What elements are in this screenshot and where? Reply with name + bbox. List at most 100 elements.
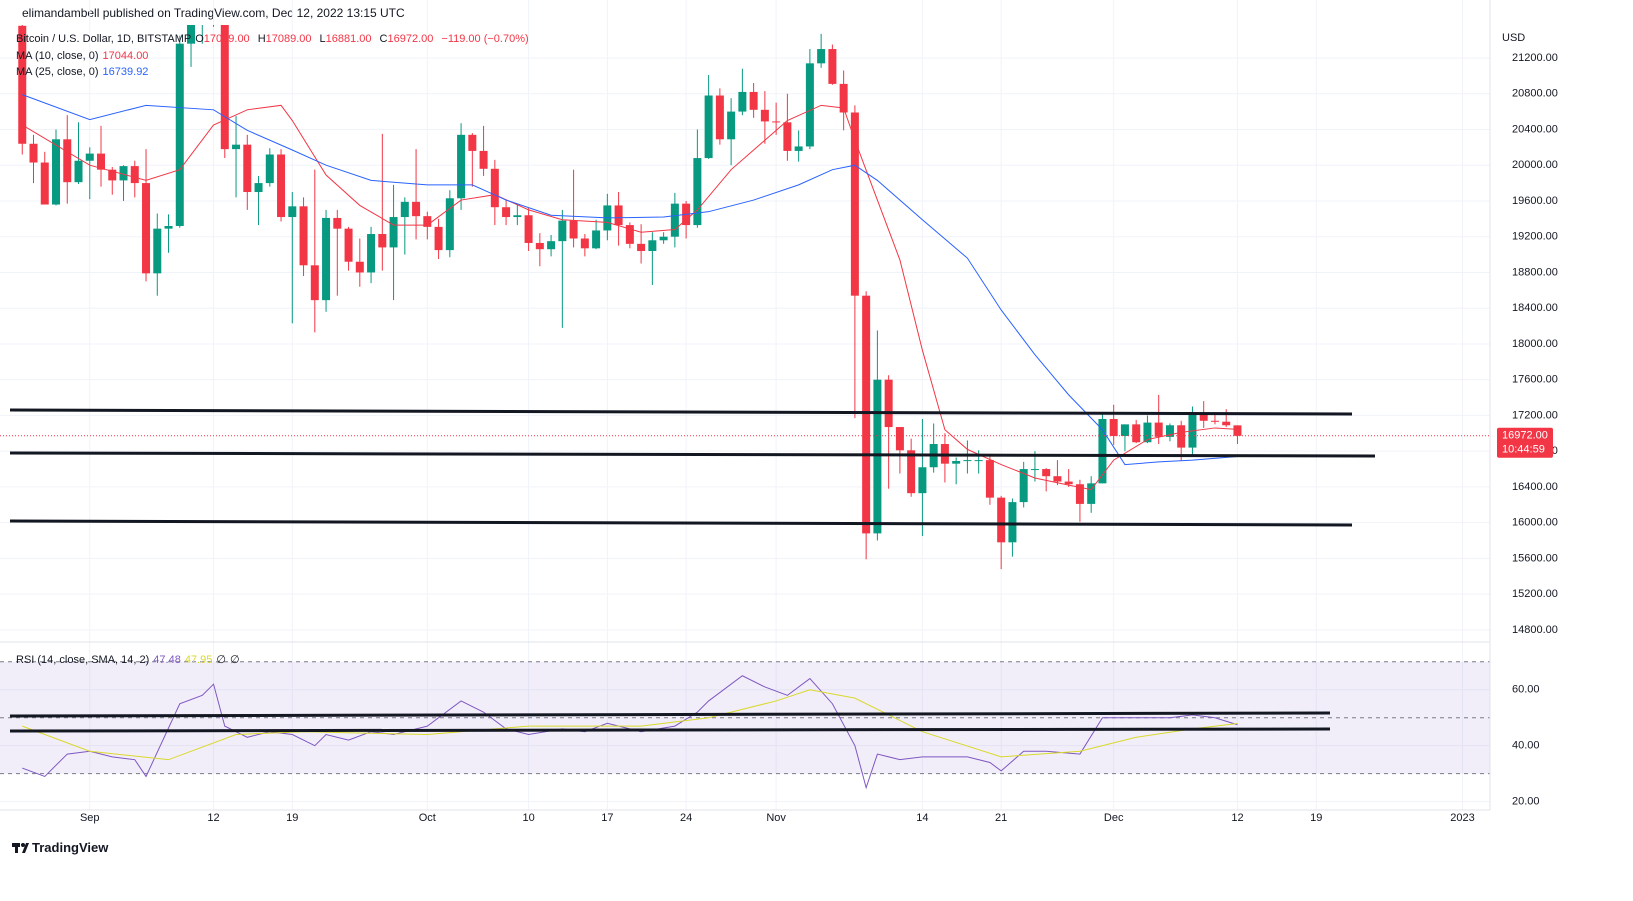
x-tick-label: Dec [1104, 812, 1124, 824]
candle-body [873, 379, 882, 534]
candle-body [119, 166, 128, 181]
candle-body [918, 467, 927, 494]
candle-body [142, 183, 151, 274]
candle-body [63, 139, 72, 183]
axis-label: USD [1502, 32, 1525, 44]
candle-body [479, 150, 488, 169]
candle-body [1143, 422, 1152, 443]
x-tick-label: 14 [916, 812, 928, 824]
candle-body [1109, 419, 1118, 436]
y-tick-label: 20800.00 [1512, 88, 1558, 100]
ohlc-value: 17089.00 [265, 33, 312, 45]
change: −119.00 (−0.70%) [441, 33, 529, 45]
candle-body [1233, 425, 1242, 436]
candle-body [29, 143, 38, 163]
trendlines [9, 408, 1376, 733]
candle-body [648, 240, 657, 252]
candle-body [198, 2, 206, 18]
candle-body [187, 25, 196, 44]
line [22, 689, 1238, 761]
candle-body [850, 112, 859, 296]
candle-body [738, 91, 747, 112]
trendline [9, 727, 1331, 733]
y-tick-label: 16400.00 [1512, 481, 1558, 493]
y-tick-label: 18800.00 [1512, 266, 1558, 278]
candle-body [344, 228, 353, 262]
candle-body [862, 295, 871, 534]
rsi-legend: RSI (14, close, SMA, 14, 2) 47.48 47.95 ∅ ∅ [16, 653, 244, 666]
candle-body [254, 183, 263, 193]
candle-body [1165, 425, 1174, 437]
candle-body [1098, 419, 1107, 484]
candle-body [423, 216, 432, 227]
axes: USD 14800.00 15200.00 15600.00 16000.00 16400… [80, 32, 1558, 824]
candle-body [412, 201, 421, 217]
candle-body [389, 217, 398, 248]
price-legend: Bitcoin / U.S. Dollar, 1D, BITSTAMP O1708… [16, 33, 533, 45]
candle-body [400, 201, 409, 218]
candle-body [367, 234, 376, 273]
ohlc-key: C [379, 33, 388, 45]
candle-body [1154, 422, 1163, 437]
candle-body [502, 207, 511, 218]
candle-body [1087, 483, 1096, 504]
candle-body [310, 265, 319, 301]
candle-body [805, 63, 814, 147]
x-tick-label: 19 [286, 812, 298, 824]
candle-body [907, 450, 916, 494]
y-tick-label: 18400.00 [1512, 302, 1558, 314]
x-tick-label: 10 [522, 812, 534, 824]
ma10-legend: MA (10, close, 0) 17044.00 [16, 50, 152, 62]
x-tick-label: 21 [995, 812, 1007, 824]
legend-extra: ∅ [229, 654, 240, 666]
trendline [9, 451, 1376, 458]
candle-body [1053, 476, 1062, 482]
candle-body [693, 158, 702, 226]
x-tick-label: 2023 [1450, 812, 1474, 824]
legend-entry: MA (25, close, 0) [16, 66, 99, 78]
y-tick-label: 19600.00 [1512, 195, 1558, 207]
candle-body [1064, 481, 1073, 485]
candle-body [1199, 412, 1208, 421]
candle-body [220, 25, 229, 150]
y-tick-label: 16000.00 [1512, 517, 1558, 529]
ohlc-value: 16972.00 [387, 33, 434, 45]
candle-body [1019, 469, 1028, 503]
candle-body [839, 83, 848, 113]
candle-body [299, 206, 308, 266]
y-tick-label: 15600.00 [1512, 552, 1558, 564]
ma25-legend: MA (25, close, 0) 16739.92 [16, 66, 152, 78]
candle-body [355, 261, 364, 273]
candle-body [659, 236, 668, 241]
y-tick-label: 17200.00 [1512, 409, 1558, 421]
y-tick-label: 40.00 [1512, 740, 1540, 752]
candle-body [895, 427, 904, 451]
legend-title: RSI (14, close, SMA, 14, 2) [16, 654, 150, 666]
candle-body [457, 134, 466, 199]
candle-body [1075, 484, 1084, 504]
trendline [9, 711, 1331, 718]
x-tick-label: 12 [207, 812, 219, 824]
candle-body [637, 243, 646, 252]
x-tick-label: 12 [1231, 812, 1243, 824]
x-tick-label: 24 [680, 812, 692, 824]
candle-body [1222, 421, 1231, 426]
legend-value: 47.95 [184, 654, 213, 666]
candle-body [749, 91, 758, 110]
y-tick-label: 17600.00 [1512, 374, 1558, 386]
line [22, 675, 1238, 790]
candle-body [614, 205, 623, 226]
candle-body [40, 162, 49, 205]
candle-body [783, 122, 792, 151]
candle-body [1177, 425, 1186, 448]
y-tick-label: 19200.00 [1512, 231, 1558, 243]
ohlc-key: O [195, 33, 204, 45]
x-tick-label: Nov [766, 812, 786, 824]
trendline [9, 519, 1353, 527]
candle-body [52, 139, 61, 205]
ohlc-value: 16881.00 [325, 33, 372, 45]
candle-body [580, 238, 589, 249]
y-tick-label: 60.00 [1512, 684, 1540, 696]
